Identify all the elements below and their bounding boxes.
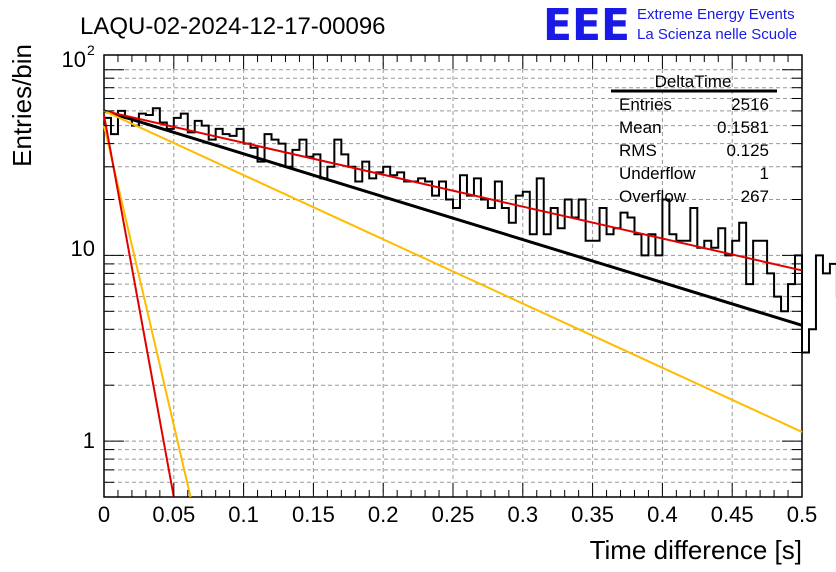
- x-tick-label: 0.5: [787, 502, 818, 527]
- stats-value-rms: 0.125: [726, 141, 769, 160]
- x-tick-label: 0: [98, 502, 110, 527]
- fit-line-5: [103, 114, 175, 498]
- x-tick-label: 0.35: [571, 502, 614, 527]
- stats-label-mean: Mean: [619, 118, 662, 137]
- stats-label-entries: Entries: [619, 95, 672, 114]
- stats-label-underflow: Underflow: [619, 164, 696, 183]
- stats-value-entries: 2516: [731, 95, 769, 114]
- stats-value-underflow: 1: [760, 164, 769, 183]
- y-tick-label-10: 10: [71, 236, 95, 261]
- y-tick-label-1: 1: [83, 428, 95, 453]
- fit-line-3: [103, 109, 803, 433]
- histogram-outline: [104, 107, 836, 354]
- axis-ticks: [103, 55, 803, 497]
- y-tick-labels: 1 10 10 2: [62, 42, 95, 453]
- y-tick-label-100: 10: [62, 47, 86, 72]
- y-tick-label-100-exponent: 2: [87, 42, 95, 58]
- x-tick-label: 0.1: [228, 502, 259, 527]
- run-title: LAQU-02-2024-12-17-00096: [80, 13, 386, 40]
- stats-label-rms: RMS: [619, 141, 657, 160]
- stats-value-overflow: 267: [741, 187, 769, 206]
- stats-box: DeltaTime Entries 2516 Mean 0.1581 RMS 0.125 U…: [611, 72, 777, 206]
- stats-value-mean: 0.1581: [717, 118, 769, 137]
- eee-logo-mark: EEE: [543, 0, 630, 51]
- eee-logo-line2: La Scienza nelle Scuole: [637, 26, 797, 43]
- x-tick-label: 0.4: [647, 502, 678, 527]
- y-axis-label: Entries/bin: [7, 44, 37, 167]
- eee-logo: EEE Extreme Energy Events La Scienza nel…: [543, 0, 797, 51]
- histogram: [104, 107, 836, 354]
- x-tick-label: 0.3: [508, 502, 539, 527]
- eee-logo-line1: Extreme Energy Events: [637, 6, 795, 23]
- stats-rows: Entries 2516 Mean 0.1581 RMS 0.125 Underflow 1 O…: [619, 95, 769, 206]
- fit-line-4: [103, 125, 192, 498]
- x-axis-label: Time difference [s]: [590, 535, 802, 565]
- x-tick-label: 0.45: [711, 502, 754, 527]
- fit-line-1: [103, 109, 803, 327]
- x-tick-label: 0.15: [292, 502, 335, 527]
- x-tick-labels: 0 0.05 0.1 0.15 0.2 0.25 0.3 0.35 0.4 0.45 0.5: [98, 502, 817, 527]
- fit-lines: [103, 109, 803, 498]
- plot-area: [103, 54, 836, 498]
- x-tick-label: 0.25: [432, 502, 475, 527]
- grid-lines: [104, 55, 802, 497]
- stats-label-overflow: Overflow: [619, 187, 687, 206]
- x-tick-label: 0.05: [152, 502, 195, 527]
- stats-title: DeltaTime: [655, 72, 732, 91]
- x-tick-label: 0.2: [368, 502, 399, 527]
- fit-line-2: [103, 109, 803, 272]
